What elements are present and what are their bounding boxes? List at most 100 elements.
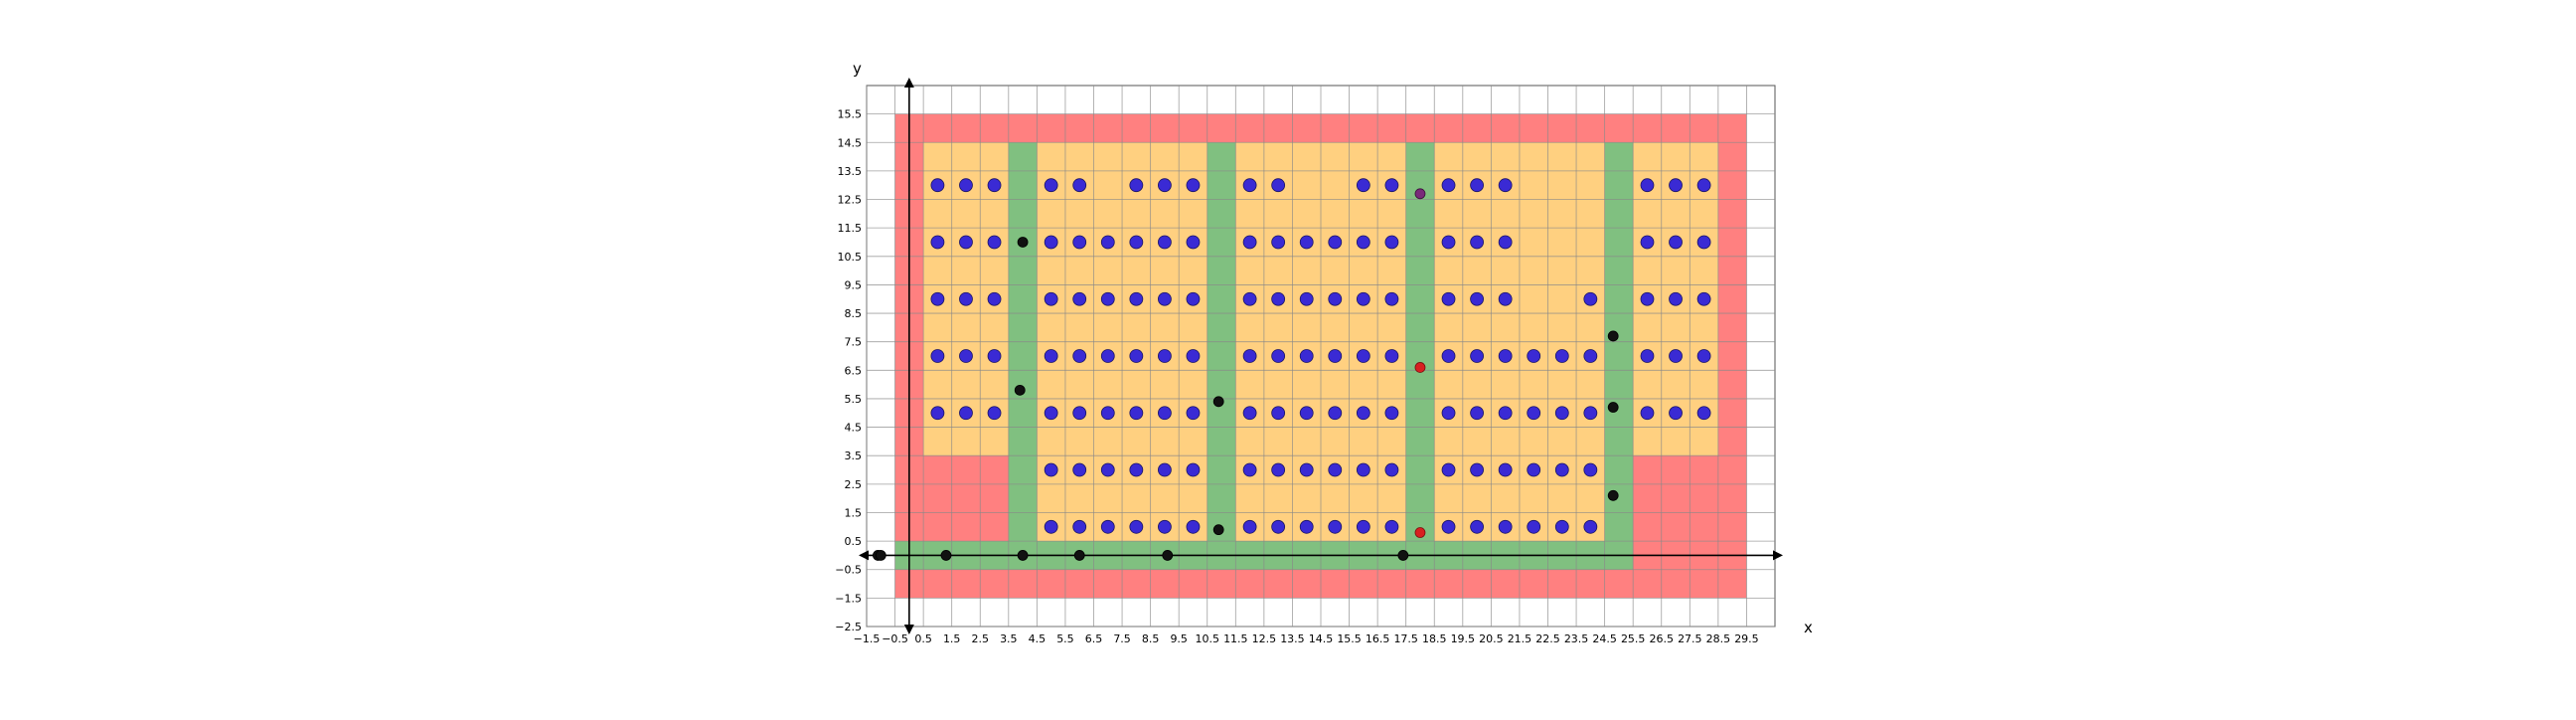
y-tick-label: 0.5 bbox=[845, 535, 863, 548]
blue-point bbox=[1242, 178, 1257, 193]
x-tick-label: 8.5 bbox=[1142, 632, 1160, 645]
blue-point bbox=[1299, 406, 1314, 421]
blue-point bbox=[1044, 291, 1058, 306]
blue-point bbox=[1470, 291, 1484, 306]
blue-point bbox=[1299, 462, 1314, 477]
y-tick-label: −0.5 bbox=[835, 564, 862, 577]
blue-point bbox=[1384, 462, 1399, 477]
y-tick-label: 8.5 bbox=[845, 307, 863, 320]
x-tick-label: 9.5 bbox=[1170, 632, 1188, 645]
blue-point bbox=[1696, 291, 1711, 306]
blue-point bbox=[1470, 406, 1484, 421]
blue-point bbox=[930, 406, 945, 421]
blue-point bbox=[1129, 519, 1144, 534]
blue-point bbox=[1669, 178, 1683, 193]
blue-point bbox=[1271, 291, 1286, 306]
blue-point bbox=[987, 349, 1002, 363]
blue-point bbox=[1186, 462, 1201, 477]
y-tick-label: 10.5 bbox=[838, 251, 863, 264]
x-tick-label: −0.5 bbox=[882, 632, 908, 645]
x-tick-label: 15.5 bbox=[1337, 632, 1362, 645]
blue-point bbox=[1583, 349, 1598, 363]
y-tick-label: 12.5 bbox=[838, 194, 863, 207]
blue-point bbox=[1186, 178, 1201, 193]
grid-layer bbox=[866, 85, 1776, 628]
black-point bbox=[1212, 396, 1224, 408]
blue-point bbox=[1498, 178, 1513, 193]
blue-point bbox=[959, 178, 973, 193]
y-tick-label: 15.5 bbox=[838, 108, 863, 121]
y-tick-label: 1.5 bbox=[845, 506, 863, 519]
x-axis-arrow-right bbox=[1773, 550, 1783, 561]
blue-point bbox=[1441, 291, 1456, 306]
green-region bbox=[1405, 142, 1435, 570]
blue-point bbox=[1356, 178, 1370, 193]
blue-point bbox=[1100, 349, 1115, 363]
blue-point bbox=[1356, 519, 1370, 534]
blue-point bbox=[930, 178, 945, 193]
blue-point bbox=[1328, 291, 1343, 306]
blue-point bbox=[1498, 235, 1513, 250]
blue-point bbox=[1527, 406, 1541, 421]
blue-point bbox=[987, 291, 1002, 306]
blue-point bbox=[1271, 178, 1286, 193]
x-tick-label: 23.5 bbox=[1564, 632, 1589, 645]
black-point bbox=[1014, 384, 1026, 396]
blue-point bbox=[1328, 349, 1343, 363]
blue-point bbox=[1100, 406, 1115, 421]
y-tick-label: 14.5 bbox=[838, 136, 863, 149]
x-tick-label: 21.5 bbox=[1508, 632, 1532, 645]
blue-point bbox=[987, 178, 1002, 193]
blue-point bbox=[1696, 406, 1711, 421]
x-tick-label: 18.5 bbox=[1422, 632, 1447, 645]
blue-point bbox=[1640, 235, 1655, 250]
blue-point bbox=[1470, 349, 1484, 363]
black-point bbox=[1607, 489, 1619, 501]
blue-point bbox=[1271, 406, 1286, 421]
x-tick-label: 1.5 bbox=[943, 632, 961, 645]
x-tick-label: 28.5 bbox=[1706, 632, 1731, 645]
blue-point bbox=[1470, 462, 1484, 477]
blue-point bbox=[959, 235, 973, 250]
green-region bbox=[1604, 142, 1634, 570]
blue-point bbox=[1158, 291, 1172, 306]
blue-point bbox=[1384, 519, 1399, 534]
black-point bbox=[940, 550, 952, 561]
blue-point bbox=[1100, 519, 1115, 534]
blue-point bbox=[1072, 178, 1087, 193]
blue-point bbox=[1044, 235, 1058, 250]
black-point bbox=[1397, 550, 1409, 561]
blue-point bbox=[1186, 349, 1201, 363]
x-axis-label: x bbox=[1804, 619, 1813, 636]
blue-point bbox=[1158, 178, 1172, 193]
blue-point bbox=[1583, 462, 1598, 477]
blue-point bbox=[1299, 291, 1314, 306]
blue-point bbox=[1554, 462, 1569, 477]
blue-point bbox=[1072, 406, 1087, 421]
x-tick-label: 12.5 bbox=[1252, 632, 1277, 645]
x-tick-label: 7.5 bbox=[1113, 632, 1131, 645]
blue-point bbox=[1498, 349, 1513, 363]
blue-point bbox=[1498, 519, 1513, 534]
black-point bbox=[1607, 402, 1619, 413]
x-tick-label: 4.5 bbox=[1029, 632, 1046, 645]
blue-point bbox=[1527, 349, 1541, 363]
blue-point bbox=[1299, 349, 1314, 363]
blue-point bbox=[1554, 406, 1569, 421]
points-layer bbox=[873, 178, 1711, 561]
x-tick-label: 24.5 bbox=[1592, 632, 1617, 645]
x-tick-label: 26.5 bbox=[1650, 632, 1675, 645]
green-region bbox=[1008, 142, 1038, 570]
x-tick-label: 13.5 bbox=[1280, 632, 1305, 645]
blue-point bbox=[1129, 462, 1144, 477]
y-tick-label: 6.5 bbox=[845, 364, 863, 377]
black-point bbox=[1607, 330, 1619, 342]
blue-point bbox=[1328, 462, 1343, 477]
blue-point bbox=[1554, 349, 1569, 363]
blue-point bbox=[1583, 406, 1598, 421]
blue-point bbox=[1328, 235, 1343, 250]
blue-point bbox=[1696, 235, 1711, 250]
blue-point bbox=[1242, 519, 1257, 534]
x-tick-label: 29.5 bbox=[1734, 632, 1759, 645]
blue-point bbox=[1470, 235, 1484, 250]
